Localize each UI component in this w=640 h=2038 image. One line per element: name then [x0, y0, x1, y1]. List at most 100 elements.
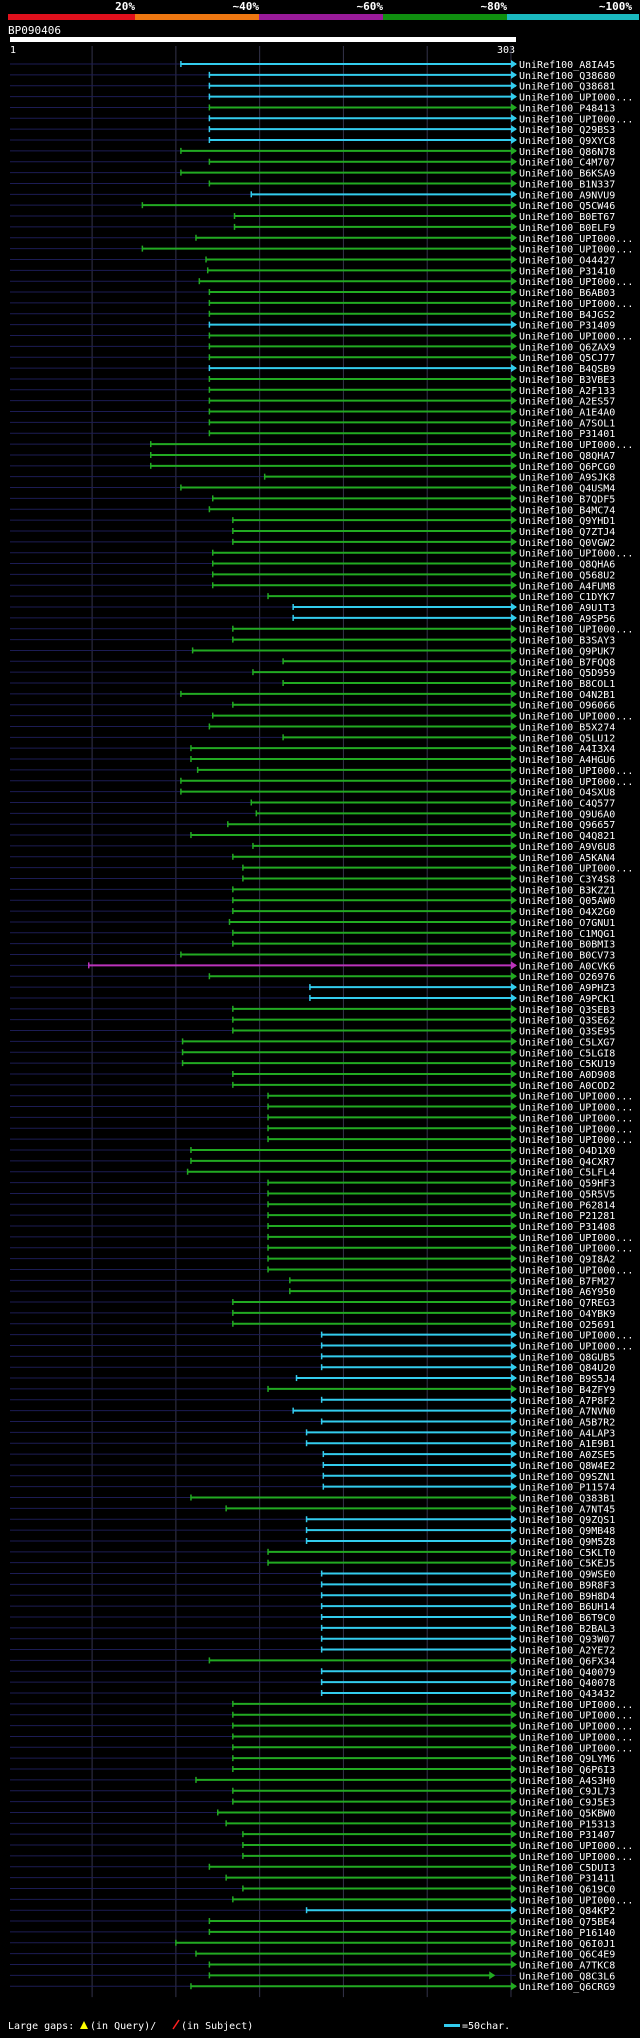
- hit-row[interactable]: UniRef100_B3VBE3: [10, 374, 615, 386]
- hit-row[interactable]: UniRef100_B6T9C0: [10, 1612, 615, 1624]
- hit-label[interactable]: UniRef100_UPI000...: [519, 864, 633, 875]
- hit-row[interactable]: UniRef100_Q5D959: [10, 668, 615, 679]
- hit-row[interactable]: UniRef100_Q38681: [10, 81, 615, 93]
- hit-label[interactable]: UniRef100_Q6FX34: [519, 1656, 615, 1667]
- hit-row[interactable]: UniRef100_A9PCK1: [10, 993, 615, 1005]
- hit-row[interactable]: UniRef100_B3KZZ1: [10, 885, 615, 896]
- hit-row[interactable]: UniRef100_UPI000...: [10, 624, 633, 636]
- hit-label[interactable]: UniRef100_B9H8D4: [519, 1591, 615, 1602]
- hit-row[interactable]: UniRef100_Q6PCG0: [10, 461, 615, 473]
- hit-label[interactable]: UniRef100_B7FQQ8: [519, 657, 615, 668]
- hit-label[interactable]: UniRef100_P21281: [519, 1211, 615, 1222]
- hit-label[interactable]: UniRef100_Q5LU12: [519, 733, 615, 744]
- hit-row[interactable]: UniRef100_P62814: [10, 1200, 615, 1211]
- hit-row[interactable]: UniRef100_O4SXU8: [10, 787, 615, 799]
- hit-row[interactable]: UniRef100_P31408: [10, 1222, 615, 1233]
- hit-label[interactable]: UniRef100_Q568U2: [519, 570, 615, 581]
- hit-row[interactable]: UniRef100_C5KEJ5: [10, 1558, 615, 1570]
- hit-row[interactable]: UniRef100_B7QDF5: [10, 494, 615, 505]
- hit-label[interactable]: UniRef100_C5LFL4: [519, 1168, 615, 1179]
- hit-row[interactable]: UniRef100_B5X274: [10, 722, 615, 733]
- hit-row[interactable]: UniRef100_C5KLT0: [10, 1547, 615, 1559]
- hit-label[interactable]: UniRef100_O96066: [519, 701, 615, 712]
- hit-label[interactable]: UniRef100_C5LGI8: [519, 1048, 615, 1059]
- hit-row[interactable]: UniRef100_UPI000...: [10, 233, 633, 245]
- hit-row[interactable]: UniRef100_C9JL73: [10, 1786, 615, 1798]
- hit-row[interactable]: UniRef100_Q6CRG9: [10, 1982, 615, 1993]
- hit-label[interactable]: UniRef100_Q8QHA6: [519, 560, 615, 571]
- hit-row[interactable]: UniRef100_C5LGI8: [10, 1048, 615, 1059]
- hit-label[interactable]: UniRef100_A7TKC8: [519, 1961, 615, 1972]
- hit-row[interactable]: UniRef100_UPI000...: [10, 1330, 633, 1342]
- hit-row[interactable]: UniRef100_Q9ZQS1: [10, 1515, 615, 1526]
- hit-row[interactable]: UniRef100_P31410: [10, 266, 615, 277]
- hit-label[interactable]: UniRef100_UPI000...: [519, 1124, 633, 1135]
- hit-row[interactable]: UniRef100_Q5R5V5: [10, 1189, 615, 1200]
- hit-label[interactable]: UniRef100_Q40078: [519, 1678, 615, 1689]
- hit-label[interactable]: UniRef100_Q4Q821: [519, 831, 615, 842]
- hit-label[interactable]: UniRef100_Q6P6I3: [519, 1765, 615, 1776]
- hit-label[interactable]: UniRef100_O26976: [519, 972, 615, 983]
- hit-label[interactable]: UniRef100_UPI000...: [519, 1113, 633, 1124]
- hit-label[interactable]: UniRef100_A0D908: [519, 1070, 615, 1081]
- hit-label[interactable]: UniRef100_B9R8F3: [519, 1580, 615, 1591]
- hit-label[interactable]: UniRef100_C4M707: [519, 158, 615, 169]
- hit-label[interactable]: UniRef100_Q3SE62: [519, 1016, 615, 1027]
- hit-row[interactable]: UniRef100_P48413: [10, 103, 615, 114]
- hit-label[interactable]: UniRef100_UPI000...: [519, 1841, 633, 1852]
- hit-row[interactable]: UniRef100_B6UH14: [10, 1602, 615, 1613]
- hit-row[interactable]: UniRef100_A0COD2: [10, 1080, 615, 1092]
- hit-row[interactable]: UniRef100_P31407: [10, 1830, 615, 1841]
- hit-label[interactable]: UniRef100_UPI000...: [519, 1331, 633, 1342]
- hit-row[interactable]: UniRef100_Q93W07: [10, 1634, 615, 1646]
- hit-label[interactable]: UniRef100_O4YBK9: [519, 1309, 615, 1320]
- hit-row[interactable]: UniRef100_Q9PUK7: [10, 646, 615, 657]
- hit-label[interactable]: UniRef100_A2YE72: [519, 1646, 615, 1657]
- hit-label[interactable]: UniRef100_Q6ZAX9: [519, 342, 615, 353]
- hit-row[interactable]: UniRef100_B8COL1: [10, 679, 615, 690]
- hit-row[interactable]: UniRef100_Q8QHA7: [10, 450, 615, 462]
- hit-row[interactable]: UniRef100_Q75BE4: [10, 1917, 615, 1928]
- hit-label[interactable]: UniRef100_A9U1T3: [519, 603, 615, 614]
- hit-label[interactable]: UniRef100_P31411: [519, 1874, 615, 1885]
- hit-label[interactable]: UniRef100_B3SAY3: [519, 636, 615, 647]
- hit-label[interactable]: UniRef100_B4ZFY9: [519, 1385, 615, 1396]
- hit-row[interactable]: UniRef100_C5LFL4: [10, 1167, 615, 1179]
- hit-row[interactable]: UniRef100_Q84KP2: [10, 1906, 615, 1917]
- hit-label[interactable]: UniRef100_B7QDF5: [519, 494, 615, 505]
- hit-label[interactable]: UniRef100_P31408: [519, 1222, 615, 1233]
- hit-label[interactable]: UniRef100_O4SXU8: [519, 788, 615, 799]
- hit-row[interactable]: UniRef100_A1E4A0: [10, 407, 615, 419]
- hit-label[interactable]: UniRef100_UPI000...: [519, 712, 633, 723]
- hit-row[interactable]: UniRef100_Q6FX34: [10, 1656, 615, 1667]
- hit-row[interactable]: UniRef100_B0ELF9: [10, 222, 615, 234]
- hit-row[interactable]: UniRef100_Q5CJ77: [10, 353, 615, 364]
- hit-label[interactable]: UniRef100_UPI000...: [519, 245, 633, 256]
- hit-label[interactable]: UniRef100_Q96657: [519, 820, 615, 831]
- hit-row[interactable]: UniRef100_UPI000...: [10, 1341, 633, 1352]
- hit-row[interactable]: UniRef100_O4YBK9: [10, 1308, 615, 1320]
- hit-row[interactable]: UniRef100_Q05AW0: [10, 896, 615, 907]
- hit-row[interactable]: UniRef100_B6AB03: [10, 288, 615, 299]
- hit-label[interactable]: UniRef100_Q86N78: [519, 147, 615, 158]
- hit-label[interactable]: UniRef100_Q6I0J1: [519, 1939, 615, 1950]
- hit-label[interactable]: UniRef100_UPI000...: [519, 1341, 633, 1352]
- hit-label[interactable]: UniRef100_A7P8F2: [519, 1396, 615, 1407]
- hit-label[interactable]: UniRef100_Q9XYC8: [519, 136, 615, 147]
- hit-label[interactable]: UniRef100_Q5CJ77: [519, 353, 615, 364]
- hit-row[interactable]: UniRef100_Q4Q821: [10, 831, 615, 842]
- hit-label[interactable]: UniRef100_Q9MB48: [519, 1526, 615, 1537]
- hit-label[interactable]: UniRef100_UPI000...: [519, 1233, 633, 1244]
- hit-row[interactable]: UniRef100_C5LXG7: [10, 1037, 615, 1048]
- hit-label[interactable]: UniRef100_Q5KBW0: [519, 1808, 615, 1819]
- hit-row[interactable]: UniRef100_Q383B1: [10, 1493, 615, 1505]
- hit-label[interactable]: UniRef100_O25691: [519, 1320, 615, 1331]
- hit-label[interactable]: UniRef100_Q59HF3: [519, 1179, 615, 1190]
- hit-row[interactable]: UniRef100_Q43432: [10, 1689, 615, 1700]
- hit-label[interactable]: UniRef100_B3VBE3: [519, 375, 615, 386]
- hit-label[interactable]: UniRef100_UPI000...: [519, 440, 633, 451]
- hit-row[interactable]: UniRef100_A9U1T3: [10, 603, 615, 614]
- hit-row[interactable]: UniRef100_Q0VGW2: [10, 537, 615, 549]
- hit-row[interactable]: UniRef100_C4Q577: [10, 798, 615, 809]
- hit-row[interactable]: UniRef100_P31409: [10, 320, 615, 332]
